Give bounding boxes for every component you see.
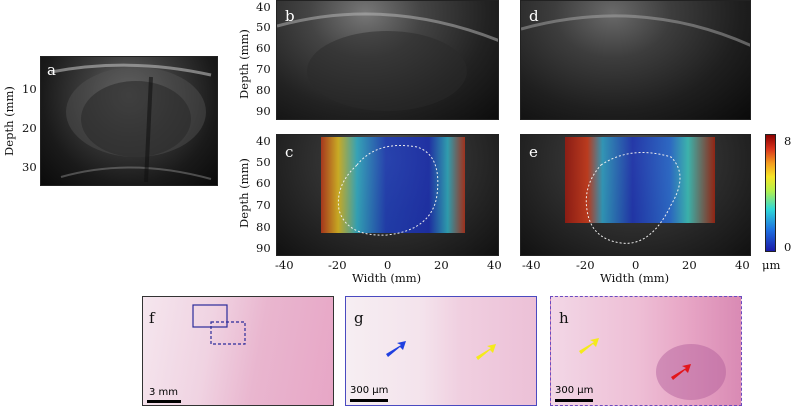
panel-f-scale-text: 3 mm	[149, 387, 179, 398]
panel-e-overlay	[565, 137, 715, 244]
panel-f-insets	[192, 304, 246, 345]
panel-d-label: d	[529, 7, 539, 25]
panel-h-label: h	[559, 309, 569, 327]
panel-g-scale-text: 300 μm	[350, 385, 389, 396]
panel-g-scalebar	[350, 399, 388, 402]
panel-e-xtick: 20	[682, 258, 697, 272]
panel-f-histology: f 3 mm	[142, 296, 334, 406]
panel-e-xtick: 0	[632, 258, 640, 272]
panel-b-ultrasound: b	[276, 0, 499, 120]
panel-g-histology: g 300 μm	[345, 296, 537, 406]
panel-b-ytick: 50	[256, 20, 271, 34]
panel-d-ultrasound: d	[520, 0, 751, 120]
panel-c-xtick: 40	[487, 258, 502, 272]
panel-c-ytick: 40	[256, 134, 271, 148]
panel-c-overlay	[321, 137, 465, 236]
panel-f-label: f	[149, 309, 155, 327]
panel-b-ytick: 40	[256, 0, 271, 14]
panel-e-xtick: -40	[522, 258, 541, 272]
panel-b-ytick: 70	[256, 62, 271, 76]
panel-e-elastography: e	[520, 134, 751, 256]
panel-b-ytick: 80	[256, 83, 271, 97]
panel-b-label: b	[285, 7, 295, 25]
panel-e-xlabel: Width (mm)	[600, 271, 670, 285]
panel-c-ylabel: Depth (mm)	[237, 158, 251, 228]
panel-a-ytick: 20	[22, 121, 37, 135]
panel-c-ytick: 70	[256, 198, 271, 212]
panel-a-ylabel: Depth (mm)	[2, 86, 16, 156]
red-arrow-icon	[671, 364, 691, 380]
panel-g-arrows	[386, 341, 496, 360]
panel-c-ytick: 80	[256, 220, 271, 234]
panel-c-xtick: 20	[434, 258, 449, 272]
panel-c-xtick: 0	[384, 258, 392, 272]
colorbar-min: 0	[784, 240, 792, 254]
panel-b-ylabel: Depth (mm)	[237, 29, 251, 99]
panel-h-scalebar	[555, 399, 593, 402]
panel-a-label: a	[47, 61, 56, 79]
panel-c-xtick: -20	[328, 258, 347, 272]
panel-e-xtick: -20	[576, 258, 595, 272]
yellow-arrow-icon	[476, 344, 496, 360]
panel-a-ytick: 10	[22, 82, 37, 96]
panel-f-scalebar	[147, 400, 181, 403]
panel-c-ytick: 50	[256, 155, 271, 169]
colorbar-max: 8	[784, 134, 792, 148]
panel-c-xtick: -40	[275, 258, 294, 272]
panel-c-label: c	[285, 143, 294, 161]
panel-b-ytick: 60	[256, 41, 271, 55]
panel-g-label: g	[354, 309, 364, 327]
panel-c-xlabel: Width (mm)	[352, 271, 422, 285]
panel-d-speckle	[521, 14, 750, 47]
blue-arrow-icon	[386, 341, 406, 357]
colorbar-unit: μm	[762, 258, 781, 272]
panel-c-elastography: c	[276, 134, 499, 256]
panel-c-ytick: 60	[256, 176, 271, 190]
panel-e-xtick: 40	[735, 258, 750, 272]
panel-h-scale-text: 300 μm	[555, 385, 594, 396]
yellow-arrow-icon	[579, 338, 599, 354]
panel-c-ytick: 90	[256, 241, 271, 255]
panel-a-ytick: 30	[22, 160, 37, 174]
panel-e-label: e	[529, 143, 538, 161]
colorbar	[765, 134, 776, 252]
panel-b-ytick: 90	[256, 104, 271, 118]
panel-a-ultrasound: a	[40, 56, 218, 186]
panel-a-speckle	[50, 63, 212, 183]
panel-b-speckle	[277, 12, 498, 111]
panel-h-arrows	[579, 338, 726, 400]
panel-h-histology: h 300 μm	[550, 296, 742, 406]
